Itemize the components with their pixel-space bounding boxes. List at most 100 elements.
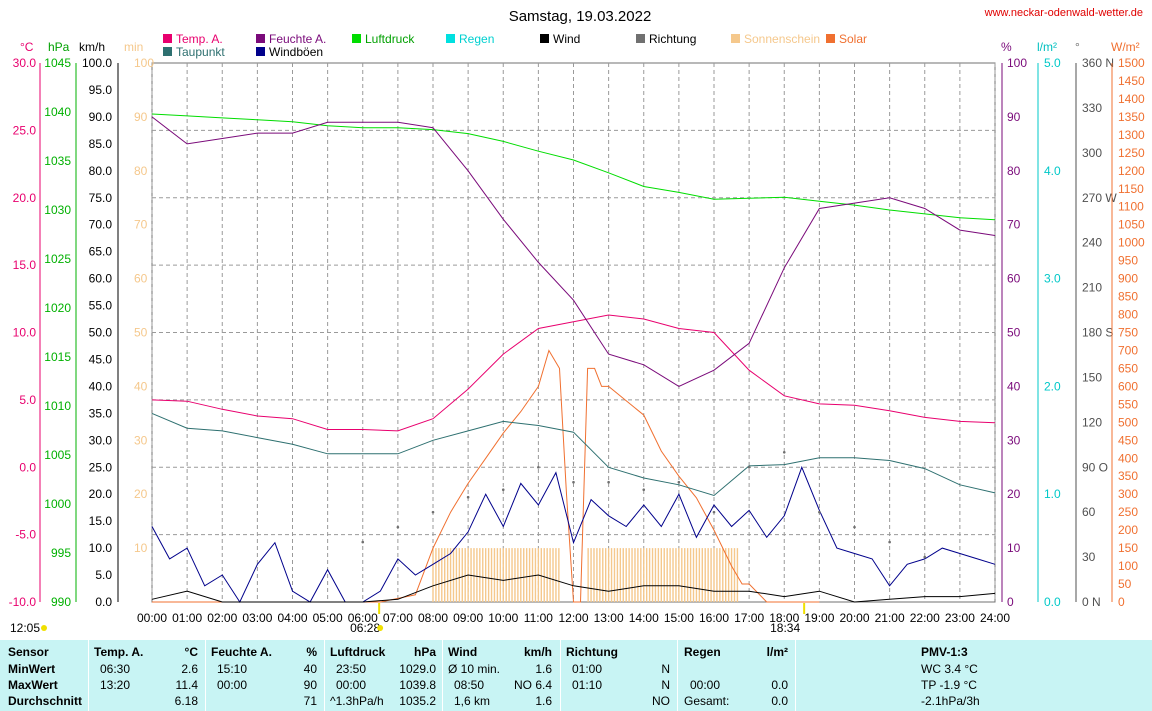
solar-tick-20: 500	[1118, 415, 1138, 429]
wind-tick-8: 60.0	[89, 272, 113, 286]
stats-pmv-wc: WC 3.4 °C	[921, 662, 978, 676]
wind-tick-14: 30.0	[89, 433, 113, 447]
wind-tick-1: 95.0	[89, 83, 113, 97]
rain-tick-3: 2.0	[1044, 379, 1061, 393]
temp-tick-5: 5.0	[19, 393, 36, 407]
stats-hum-min-time: 15:10	[217, 662, 248, 676]
direction-point	[888, 540, 891, 544]
wind-tick-2: 90.0	[89, 110, 113, 124]
wind-tick-12: 40.0	[89, 379, 113, 393]
hum-tick-10: 0	[1007, 595, 1014, 609]
solar-tick-19: 550	[1118, 397, 1138, 411]
stats-temp-max: 11.4	[175, 678, 198, 692]
sun-tick-9: 10	[134, 541, 148, 555]
press-unit: hPa	[48, 40, 70, 54]
direction-point	[361, 540, 365, 544]
press-tick-11: 990	[51, 595, 71, 609]
time-tick-18: 18:00	[769, 611, 799, 625]
stats-press-col: Luftdruck hPa 23:50 00:00 ^1.3hPa/h 1029…	[330, 640, 442, 711]
dir-tick-3: 270 W	[1082, 191, 1117, 205]
sun-tick-4: 60	[134, 272, 148, 286]
solar-tick-28: 100	[1118, 559, 1138, 573]
series-feuchtea	[151, 116, 996, 387]
website-link[interactable]: www.neckar-odenwald-wetter.de	[984, 7, 1143, 19]
direction-point	[607, 480, 610, 484]
direction-point	[537, 465, 540, 469]
solar-tick-7: 1150	[1118, 182, 1144, 196]
sun-tick-6: 40	[134, 379, 148, 393]
stats-rain-unit: l/m²	[766, 645, 788, 659]
time-tick-13: 13:00	[594, 611, 624, 625]
legend-label-8: Sonnenschein	[744, 32, 820, 46]
temp-tick-1: 25.0	[13, 123, 37, 137]
sun-tick-2: 80	[134, 164, 148, 178]
stats-rain-header: Regen	[684, 645, 721, 659]
sun-tick-8: 20	[134, 487, 148, 501]
solar-tick-30: 0	[1118, 595, 1125, 609]
legend-label-4: Luftdruck	[365, 32, 415, 46]
moon-time: 12:05	[10, 621, 40, 635]
stats-rain-max: 0.0	[771, 678, 788, 692]
stats-dir-max-time: 01:10	[572, 678, 603, 692]
direction-point	[431, 510, 435, 514]
time-tick-22: 22:00	[910, 611, 940, 625]
direction-point	[572, 480, 575, 484]
stats-wind-unit: km/h	[523, 645, 552, 659]
solar-tick-23: 350	[1118, 469, 1138, 483]
plot-area	[151, 113, 996, 604]
time-tick-19: 19:00	[804, 611, 834, 625]
legend-swatch-0	[163, 34, 172, 43]
stats-wind-min: 1.6	[535, 662, 552, 676]
wind-tick-3: 85.0	[89, 137, 113, 151]
temp-tick-6: 0.0	[19, 460, 36, 474]
chart-title: Samstag, 19.03.2022	[509, 8, 652, 25]
stats-press-min-time: 23:50	[336, 662, 367, 676]
legend-swatch-6	[540, 34, 549, 43]
stats-dir-max: N	[661, 678, 670, 692]
hum-unit: %	[1001, 40, 1012, 54]
direction-point	[747, 465, 751, 469]
stats-rain-total: 0.0	[771, 694, 788, 708]
temp-tick-8: -10.0	[9, 595, 37, 609]
stats-wind-max: NO 6.4	[513, 678, 552, 692]
wind-tick-0: 100.0	[82, 56, 112, 70]
solar-tick-21: 450	[1118, 433, 1138, 447]
legend-swatch-4	[352, 34, 361, 43]
stats-press-header: Luftdruck	[330, 645, 386, 659]
solar-tick-2: 1400	[1118, 92, 1145, 106]
stats-press-unit: hPa	[413, 645, 436, 659]
stats-wind-col: Wind km/h Ø 10 min. 08:50 1,6 km 1.6 NO …	[448, 640, 556, 711]
legend-swatch-8	[731, 34, 740, 43]
time-tick-1: 01:00	[172, 611, 202, 625]
hum-tick-7: 30	[1007, 433, 1021, 447]
stats-temp-max-time: 13:20	[100, 678, 131, 692]
stats-hum-header: Feuchte A.	[211, 645, 272, 659]
stats-wind-distance: 1,6 km	[454, 694, 491, 708]
sun-tick-5: 50	[134, 326, 148, 340]
rain-tick-5: 0.0	[1044, 595, 1061, 609]
direction-point	[501, 488, 505, 492]
solar-tick-25: 250	[1118, 505, 1138, 519]
dir-tick-2: 300	[1082, 146, 1102, 160]
dir-tick-1: 330	[1082, 101, 1102, 115]
stats-wind-avg: 1.6	[535, 694, 552, 708]
time-tick-5: 05:00	[313, 611, 343, 625]
stats-dir-header: Richtung	[566, 645, 618, 659]
time-tick-16: 16:00	[699, 611, 729, 625]
legend-swatch-2	[256, 34, 265, 43]
solar-tick-15: 750	[1118, 326, 1138, 340]
temp-tick-2: 20.0	[13, 191, 37, 205]
wind-tick-20: 0.0	[95, 595, 112, 609]
sunset-time: 18:34	[770, 621, 800, 635]
solar-tick-18: 600	[1118, 379, 1138, 393]
stats-pmv-header: PMV-1:3	[921, 645, 968, 659]
solar-tick-29: 50	[1118, 577, 1132, 591]
dir-tick-9: 90 O	[1082, 460, 1108, 474]
press-tick-8: 1005	[44, 448, 71, 462]
hum-tick-8: 20	[1007, 487, 1021, 501]
axis-units: °C hPa km/h min % l/m² ° W/m²	[20, 40, 1140, 54]
solar-tick-16: 700	[1118, 343, 1138, 357]
stats-hum-max: 90	[303, 678, 317, 692]
hum-tick-5: 50	[1007, 326, 1021, 340]
solar-tick-14: 800	[1118, 308, 1138, 322]
